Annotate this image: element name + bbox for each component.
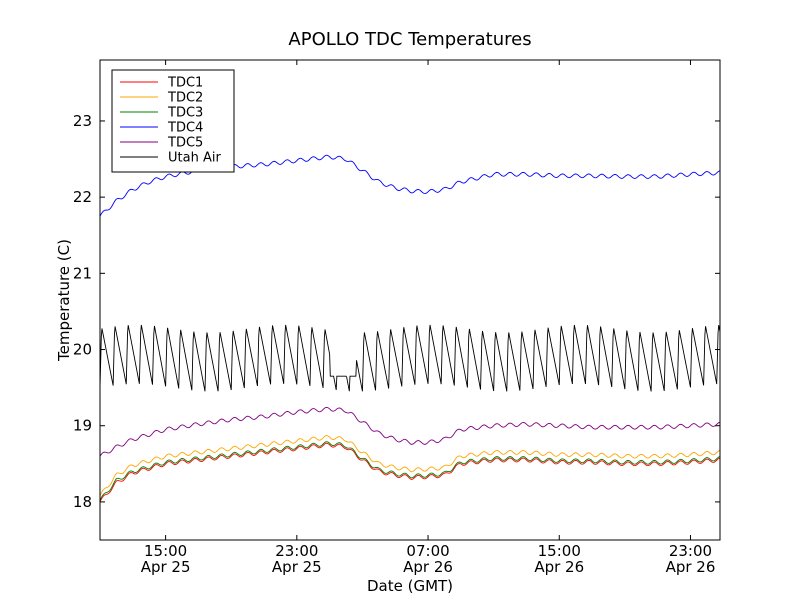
- series-line-tdc1: [100, 442, 720, 503]
- x-tick-label-date: Apr 26: [534, 558, 584, 576]
- y-tick-label: 22: [73, 188, 92, 206]
- x-tick-label-date: Apr 25: [141, 558, 191, 576]
- legend-label: TDC2: [167, 91, 203, 106]
- series-line-utah-air: [100, 324, 720, 392]
- series-line-tdc2: [100, 435, 720, 497]
- x-tick-label-time: 15:00: [538, 542, 581, 560]
- legend-label: Utah Air: [168, 151, 221, 166]
- series-group: [100, 154, 720, 503]
- y-tick-label: 19: [73, 417, 92, 435]
- x-tick-label-date: Apr 26: [403, 558, 453, 576]
- x-tick-label-time: 15:00: [144, 542, 187, 560]
- series-line-tdc3: [100, 441, 720, 501]
- x-tick-label-date: Apr 25: [272, 558, 322, 576]
- y-tick-label: 20: [73, 341, 92, 359]
- y-tick-label: 18: [73, 493, 92, 511]
- y-tick-label: 21: [73, 264, 92, 282]
- x-tick-label-time: 23:00: [669, 542, 712, 560]
- legend-label: TDC3: [167, 106, 203, 121]
- x-tick-label-date: Apr 26: [666, 558, 716, 576]
- chart-title: APOLLO TDC Temperatures: [288, 29, 531, 50]
- y-axis-label: Temperature (C): [55, 239, 73, 362]
- x-tick-label-time: 07:00: [406, 542, 449, 560]
- legend-label: TDC5: [167, 136, 203, 151]
- legend-label: TDC4: [167, 121, 203, 136]
- series-line-tdc5: [100, 406, 720, 457]
- x-tick-label-time: 23:00: [275, 542, 318, 560]
- legend-label: TDC1: [167, 76, 203, 91]
- x-axis-label: Date (GMT): [367, 577, 453, 595]
- y-tick-label: 23: [73, 112, 92, 130]
- legend-box: [111, 69, 235, 173]
- plot-frame: [99, 59, 721, 541]
- y-axis: 18 19 20 21 22 23: [73, 112, 720, 511]
